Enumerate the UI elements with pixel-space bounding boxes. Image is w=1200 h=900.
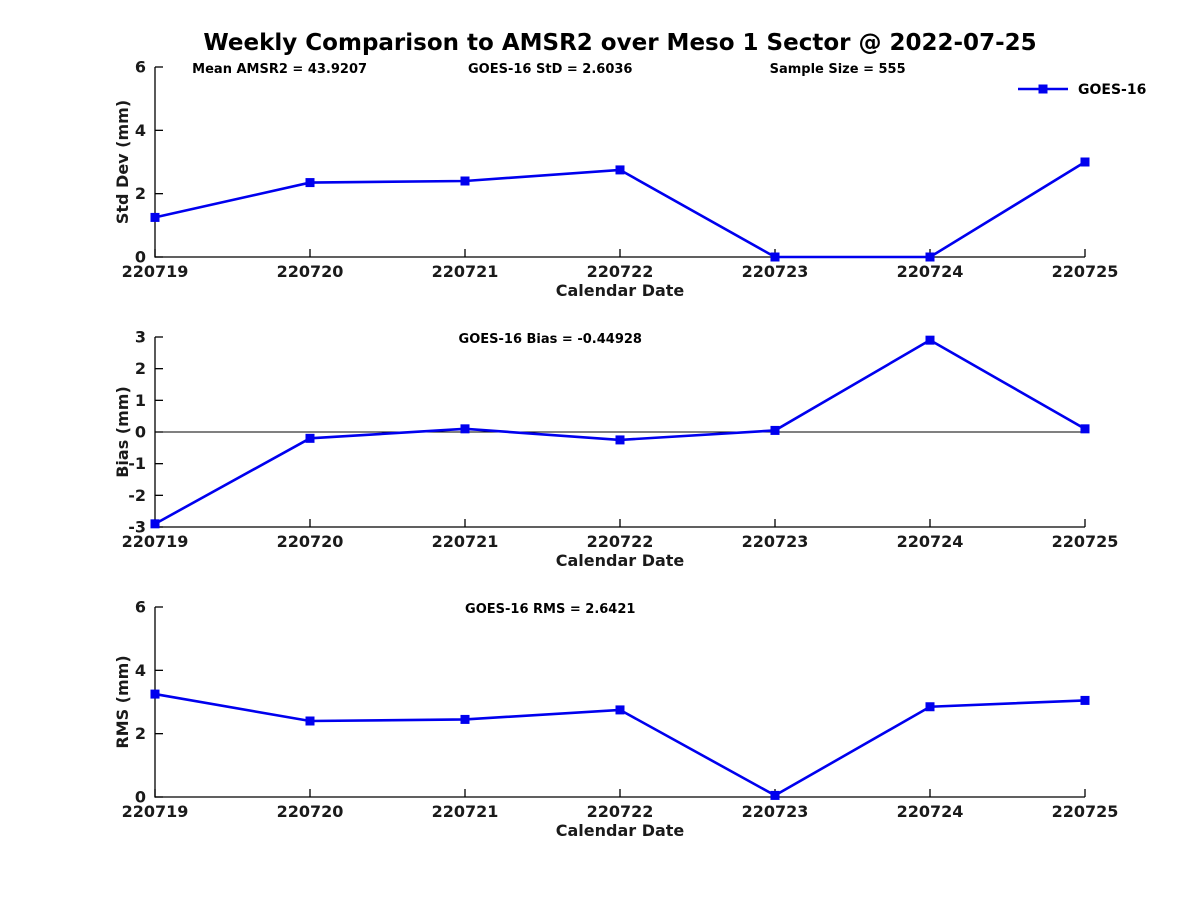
- legend-label: GOES-16: [1078, 82, 1146, 98]
- x-tick-label: 220725: [1052, 802, 1119, 821]
- y-axis-title: Bias (mm): [113, 386, 132, 478]
- data-point-marker: [615, 165, 625, 175]
- data-point-marker: [150, 519, 160, 529]
- y-axis-title: Std Dev (mm): [113, 100, 132, 224]
- data-point-marker: [460, 176, 470, 186]
- data-point-marker: [460, 714, 470, 724]
- chart-annotation: Sample Size = 555: [770, 62, 906, 77]
- std-dev-chart: 0 2 4 6 220719 220720 220721 220722 220723 220724…: [113, 58, 1146, 301]
- x-tick-label: 220721: [432, 802, 499, 821]
- x-axis-title: Calendar Date: [556, 551, 685, 570]
- y-tick-label: 2: [135, 724, 146, 743]
- y-tick-label: 2: [135, 184, 146, 203]
- y-tick-label: 6: [135, 598, 146, 617]
- x-tick-label: 220723: [742, 532, 809, 551]
- y-tick-label: -2: [128, 486, 146, 505]
- y-tick-label: -3: [128, 518, 146, 537]
- data-point-marker: [1080, 695, 1090, 705]
- x-tick-label: 220719: [122, 532, 189, 551]
- data-point-marker: [150, 689, 160, 699]
- x-tick-label: 220719: [122, 262, 189, 281]
- data-point-marker: [460, 424, 470, 434]
- y-tick-label: 4: [135, 121, 146, 140]
- x-tick-label: 220720: [277, 262, 344, 281]
- x-tick-label: 220725: [1052, 262, 1119, 281]
- y-tick-label: -1: [128, 454, 146, 473]
- x-tick-label: 220723: [742, 802, 809, 821]
- bias-chart: -3 -2 -1 0 1 2 3 220719 220720 220721 220722 220723…: [113, 328, 1119, 571]
- x-tick-label: 220721: [432, 262, 499, 281]
- data-point-marker: [1080, 424, 1090, 434]
- chart-annotation: GOES-16 RMS = 2.6421: [465, 602, 635, 617]
- x-tick-label: 220724: [897, 802, 964, 821]
- x-tick-label: 220725: [1052, 532, 1119, 551]
- y-axis-title: RMS (mm): [113, 655, 132, 748]
- data-point-marker: [770, 425, 780, 435]
- data-point-marker: [150, 212, 160, 222]
- x-tick-label: 220723: [742, 262, 809, 281]
- y-tick-label: 3: [135, 328, 146, 347]
- rms-chart: 0 2 4 6 220719 220720 220721 220722 220723 220724…: [113, 598, 1119, 841]
- data-point-marker: [770, 790, 780, 800]
- x-tick-label: 220722: [587, 532, 654, 551]
- data-point-marker: [615, 435, 625, 445]
- chart-annotation: Mean AMSR2 = 43.9207: [192, 62, 367, 77]
- data-point-marker: [305, 433, 315, 443]
- y-tick-label: 1: [135, 391, 146, 410]
- y-tick-label: 2: [135, 359, 146, 378]
- chart-annotation: GOES-16 StD = 2.6036: [468, 62, 632, 77]
- x-tick-label: 220720: [277, 532, 344, 551]
- y-tick-label: 6: [135, 58, 146, 77]
- data-point-marker: [925, 335, 935, 345]
- x-tick-label: 220722: [587, 262, 654, 281]
- x-tick-label: 220719: [122, 802, 189, 821]
- x-tick-label: 220724: [897, 262, 964, 281]
- legend-marker: [1038, 84, 1048, 94]
- figure-title: Weekly Comparison to AMSR2 over Meso 1 S…: [203, 30, 1037, 56]
- x-axis-title: Calendar Date: [556, 281, 685, 300]
- chart-annotation: GOES-16 Bias = -0.44928: [459, 332, 642, 347]
- y-tick-label: 0: [135, 248, 146, 267]
- x-tick-label: 220720: [277, 802, 344, 821]
- data-series-line: [154, 160, 1086, 259]
- data-point-marker: [615, 705, 625, 715]
- y-tick-label: 0: [135, 423, 146, 442]
- x-tick-label: 220721: [432, 532, 499, 551]
- data-point-marker: [925, 252, 935, 262]
- data-point-marker: [770, 252, 780, 262]
- data-point-marker: [925, 702, 935, 712]
- y-tick-label: 0: [135, 788, 146, 807]
- x-axis-title: Calendar Date: [556, 821, 685, 840]
- data-point-marker: [1080, 157, 1090, 167]
- x-tick-label: 220724: [897, 532, 964, 551]
- y-tick-label: 4: [135, 661, 146, 680]
- data-point-marker: [305, 716, 315, 726]
- x-tick-label: 220722: [587, 802, 654, 821]
- data-point-marker: [305, 178, 315, 188]
